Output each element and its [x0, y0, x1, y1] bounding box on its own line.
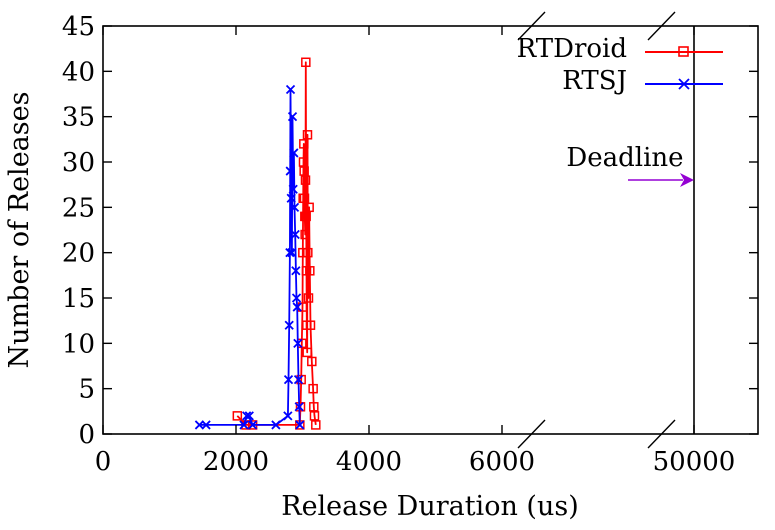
- deadline-arrow-head: [680, 173, 694, 187]
- data-point: [308, 383, 318, 394]
- data-point: [283, 411, 293, 421]
- data-point: [304, 202, 314, 213]
- data-point: [302, 130, 313, 140]
- y-tick-label: 15: [62, 284, 95, 314]
- legend-label-rtdroid: RTDroid: [517, 34, 627, 64]
- data-point: [293, 374, 304, 385]
- data-point: [285, 248, 295, 258]
- data-point: [285, 84, 296, 95]
- data-point: [291, 266, 301, 276]
- axis-break-mark-bottom: [647, 419, 676, 449]
- data-point: [307, 356, 317, 367]
- data-point: [242, 411, 252, 421]
- x-axis-title: Release Duration (us): [281, 491, 579, 522]
- data-point: [201, 420, 211, 430]
- data-point: [297, 302, 308, 312]
- y-tick-label: 45: [62, 12, 95, 42]
- data-point: [290, 229, 300, 240]
- y-tick-label: 20: [62, 239, 95, 269]
- legend-marker-rtsj: [678, 78, 690, 90]
- y-tick-label: 0: [78, 420, 95, 450]
- series-line-rtdroid: [236, 61, 317, 426]
- data-point: [232, 411, 243, 421]
- y-tick-label: 10: [62, 329, 95, 359]
- y-tick-label: 40: [62, 57, 95, 87]
- data-point: [300, 175, 311, 185]
- x-tick-label: 2000: [203, 447, 269, 477]
- data-point: [298, 247, 308, 258]
- data-point: [299, 139, 309, 149]
- data-point: [303, 247, 313, 258]
- data-point: [309, 411, 320, 421]
- data-point: [301, 211, 311, 222]
- y-axis-title: Number of Releases: [4, 92, 35, 369]
- data-point: [194, 420, 205, 430]
- series-rtsj: [194, 84, 305, 430]
- data-point: [296, 374, 306, 385]
- data-point: [289, 202, 300, 212]
- data-point: [299, 193, 310, 204]
- data-point: [305, 266, 315, 276]
- x-tick-label: 50000: [653, 447, 736, 477]
- data-point: [303, 293, 314, 303]
- annotation-layer: Deadline: [566, 26, 695, 434]
- data-point: [299, 166, 309, 176]
- data-point: [311, 420, 321, 430]
- y-tick-label: 25: [62, 193, 95, 223]
- data-point: [294, 402, 304, 412]
- data-point: [289, 148, 299, 158]
- x-tick-label: 4000: [336, 447, 402, 477]
- series-layer: [194, 57, 321, 430]
- x-tick-label: 0: [95, 447, 112, 477]
- data-point: [284, 320, 294, 330]
- data-point: [302, 347, 312, 358]
- data-point: [239, 420, 249, 430]
- data-point: [292, 302, 302, 312]
- data-point: [293, 338, 303, 348]
- plot-frame: [102, 25, 759, 435]
- data-point: [300, 229, 310, 240]
- data-point: [271, 420, 281, 430]
- data-point: [247, 420, 258, 430]
- axis-break-mark-top: [517, 11, 546, 41]
- data-point: [301, 57, 311, 68]
- axis-break-mark-top: [647, 11, 676, 41]
- legend-marker-rtdroid: [678, 46, 689, 57]
- series-rtdroid: [232, 57, 321, 430]
- y-tick-label: 5: [78, 375, 95, 405]
- data-point: [291, 293, 302, 303]
- axis-break-layer: [517, 11, 676, 449]
- data-point: [287, 248, 297, 258]
- data-point: [283, 374, 294, 385]
- data-point: [286, 193, 296, 203]
- data-point: [295, 402, 306, 412]
- y-tick-label: 35: [62, 103, 95, 133]
- data-point: [244, 411, 254, 421]
- y-tick-label: 30: [62, 148, 95, 178]
- data-point: [287, 112, 298, 122]
- data-point: [305, 320, 316, 330]
- data-point: [295, 420, 305, 430]
- data-point: [309, 402, 319, 412]
- x-tick-label: 6000: [469, 447, 535, 477]
- deadline-label: Deadline: [566, 143, 683, 173]
- data-point: [298, 157, 309, 167]
- axis-layer: 0 5 10 15 20 25 30 35 40 45 0 2000 4000 6000 50000: [62, 12, 758, 477]
- legend: RTDroid RTSJ: [517, 34, 723, 96]
- axis-break-mark-bottom: [517, 419, 546, 449]
- data-point: [285, 166, 295, 176]
- legend-label-rtsj: RTSJ: [562, 66, 627, 96]
- data-point: [288, 184, 298, 194]
